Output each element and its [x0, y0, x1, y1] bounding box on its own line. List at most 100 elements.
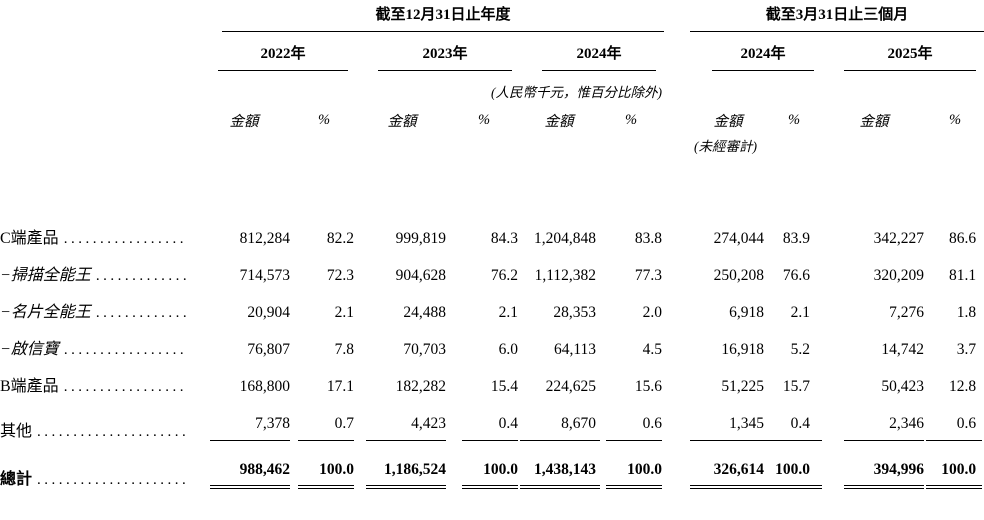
total-q1-2025-amount: 394,996 — [822, 441, 926, 489]
label-column-spacer — [0, 0, 196, 32]
cell-value: 14,742 — [881, 341, 925, 358]
row-label-wrap: −啟信寶 — [0, 341, 188, 359]
cell-value: 64,113 — [553, 341, 596, 358]
single-rule — [210, 440, 290, 441]
camcard-fy2024-amount: 28,353 — [520, 293, 598, 330]
row-label-camscanner: −掃描全能王 — [0, 256, 196, 293]
others-q1-2024-amount: 1,345 — [690, 404, 771, 441]
cell-value: 100.0 — [483, 460, 518, 478]
cell-value: 342,227 — [873, 230, 925, 247]
qixinbao-fy2024-amount: 64,113 — [520, 330, 598, 367]
cell-value: 274,044 — [713, 230, 765, 247]
cell-value: 182,282 — [395, 378, 446, 395]
cell-value: 8,670 — [561, 415, 596, 432]
b-side-products-fy2023-pct: 15.4 — [448, 367, 520, 404]
row-label-text: 其他 — [0, 423, 33, 440]
quarterly-group-title: 截至3月31日止三個月 — [690, 0, 984, 32]
row-b-side-products: B端產品 168,800 17.1 182,282 15.4 224,625 15.6 51,… — [0, 367, 984, 404]
qixinbao-fy2022-amount: 76,807 — [196, 330, 292, 367]
c-side-products-fy2022-pct: 82.2 — [292, 219, 356, 256]
camscanner-q1-2025-pct: 81.1 — [926, 256, 984, 293]
leader-dots — [64, 378, 188, 396]
camscanner-q1-2024-pct: 76.6 — [766, 256, 822, 293]
cell-value: 394,996 — [873, 460, 925, 478]
cell-value: 320,209 — [873, 267, 925, 284]
cell-value: 5.2 — [790, 341, 811, 358]
camcard-q1-2024-amount: 6,918 — [690, 293, 766, 330]
cell-value: 1,186,524 — [384, 460, 446, 478]
cell-value: 2.1 — [334, 304, 354, 321]
others-q1-2025-pct: 0.6 — [926, 404, 984, 441]
unaudited-note-row: (未經審計) — [0, 131, 984, 155]
row-qixinbao: −啟信寶 76,807 7.8 70,703 6.0 64,113 4.5 16,918 5.2… — [0, 330, 984, 367]
double-rule — [844, 484, 925, 489]
cell-value: 1,345 — [729, 415, 765, 432]
total-fy2024-pct: 100.0 — [598, 441, 664, 489]
camcard-q1-2025-pct: 1.8 — [926, 293, 984, 330]
cell-value: 100.0 — [775, 460, 811, 478]
cell-value: 0.4 — [498, 415, 518, 432]
c-side-products-fy2023-pct: 84.3 — [448, 219, 520, 256]
cell-value: 86.6 — [948, 230, 977, 247]
label-column-spacer — [0, 32, 196, 71]
cell-value: 250,208 — [713, 267, 765, 284]
others-fy2022-amount: 7,378 — [196, 404, 292, 441]
qixinbao-q1-2024-pct: 5.2 — [766, 330, 822, 367]
table-body: C端產品 812,284 82.2 999,819 84.3 1,204,848 83.8 2… — [0, 219, 984, 489]
total-q1-2024-amount: 326,614 — [690, 441, 771, 489]
cell-value: 83.9 — [782, 230, 811, 247]
cell-value: 2.0 — [642, 304, 663, 321]
double-rule — [520, 484, 600, 489]
col-header-fy2022-amount: 金額 — [229, 114, 259, 130]
cell-value: 0.4 — [790, 415, 811, 432]
camscanner-fy2023-amount: 904,628 — [356, 256, 448, 293]
row-label-text: −名片全能王 — [0, 304, 91, 321]
c-side-products-q1-2024-amount: 274,044 — [690, 219, 766, 256]
year-header-fy2022: 2022年 — [196, 32, 356, 71]
cell-value: 28,353 — [553, 304, 596, 321]
year-label-fy2024: 2024年 — [542, 32, 657, 71]
col-header-fy2024-amount: 金額 — [544, 114, 574, 130]
year-header-q1-2024: 2024年 — [690, 32, 822, 71]
cell-value: 50,423 — [881, 378, 925, 395]
row-total: 總計 988,462 100.0 1,186,524 100.0 1,438,143 100… — [0, 441, 984, 489]
header-body-spacer — [0, 155, 984, 219]
cell-value: 15.7 — [782, 378, 811, 395]
group-gap — [664, 0, 690, 32]
col-header-fy2023-pct: % — [477, 112, 491, 128]
cell-value: 20,904 — [247, 304, 290, 321]
cell-value: 0.6 — [956, 415, 977, 432]
empty-cell — [196, 131, 664, 155]
c-side-products-q1-2024-pct: 83.9 — [766, 219, 822, 256]
cell-value: 812,284 — [239, 230, 290, 247]
annual-group-header: 截至12月31日止年度 — [196, 0, 665, 32]
group-gap — [664, 367, 690, 404]
group-gap — [664, 71, 690, 101]
year-label-q1-2025: 2025年 — [844, 32, 977, 71]
double-rule — [462, 484, 518, 489]
qixinbao-q1-2024-amount: 16,918 — [690, 330, 766, 367]
cell-value: 3.7 — [956, 341, 977, 358]
single-rule — [690, 440, 771, 441]
group-gap — [664, 404, 690, 441]
camcard-fy2022-pct: 2.1 — [292, 293, 356, 330]
leader-dots — [37, 423, 188, 441]
row-label-camcard: −名片全能王 — [0, 293, 196, 330]
camcard-fy2023-pct: 2.1 — [448, 293, 520, 330]
camscanner-q1-2024-amount: 250,208 — [690, 256, 766, 293]
cell-value: 51,225 — [721, 378, 765, 395]
b-side-products-fy2023-amount: 182,282 — [356, 367, 448, 404]
single-rule — [766, 440, 823, 441]
single-rule — [366, 440, 446, 441]
cell-value: 0.6 — [642, 415, 663, 432]
camscanner-fy2024-pct: 77.3 — [598, 256, 664, 293]
col-header-q1-2025-amount: 金額 — [859, 114, 889, 130]
b-side-products-q1-2024-amount: 51,225 — [690, 367, 766, 404]
camscanner-fy2022-pct: 72.3 — [292, 256, 356, 293]
row-label-text: B端產品 — [0, 378, 59, 395]
cell-value: 1,204,848 — [534, 230, 596, 247]
c-side-products-q1-2025-amount: 342,227 — [822, 219, 926, 256]
cell-value: 15.4 — [490, 378, 518, 395]
total-fy2022-amount: 988,462 — [196, 441, 292, 489]
group-gap — [664, 32, 690, 71]
